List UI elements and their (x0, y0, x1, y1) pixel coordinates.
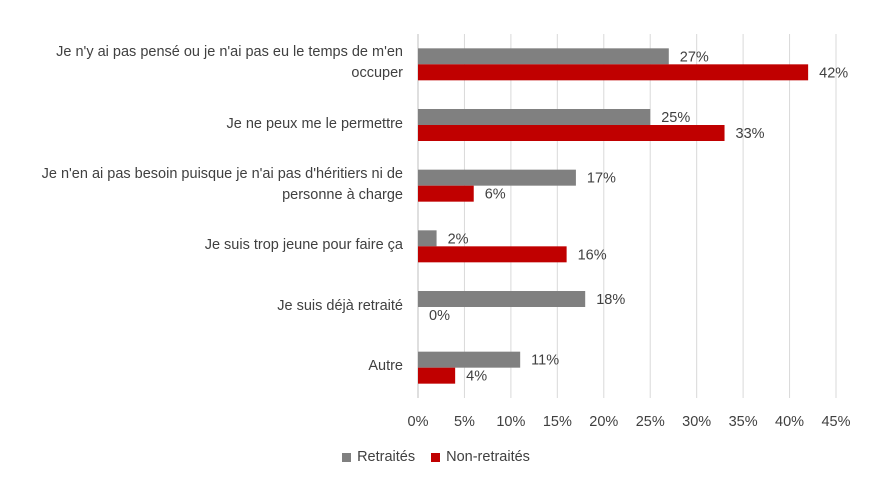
bar-retraites (418, 109, 651, 125)
bars (418, 48, 809, 384)
bar-retraites (418, 48, 669, 65)
category-label-line: Je n'en ai pas besoin puisque je n'ai pa… (41, 165, 403, 182)
x-tick-label: 20% (589, 414, 618, 430)
x-axis-ticks: 0% 5% 10% 15% 20% 25% 30% 35% 40% 45% (408, 414, 851, 430)
x-tick-label: 35% (729, 414, 758, 430)
value-label: 27% (680, 49, 709, 65)
category-label-line: Je suis déjà retraité (277, 297, 403, 314)
legend-item-non-retraites: Non-retraités (431, 449, 530, 465)
bar-retraites (418, 169, 576, 186)
legend-swatch-non-retraites (431, 452, 441, 462)
category-label: Je suis déjà retraité (8, 296, 403, 317)
bar-non-retraites (418, 125, 725, 141)
bar-non-retraites (418, 367, 456, 384)
category-label: Je ne peux me le permettre (8, 114, 403, 135)
bar-retraites (418, 291, 586, 307)
value-label: 0% (429, 308, 450, 324)
legend-label-non-retraites: Non-retraités (446, 449, 530, 465)
x-tick-label: 25% (636, 414, 665, 430)
x-tick-label: 10% (496, 414, 525, 430)
value-labels: 27% 42% 25% 33% 17% 6% 2% 16% 18% 0% 11% 4% (429, 49, 848, 384)
value-label: 25% (661, 110, 690, 126)
category-label-line: Je ne peux me le permettre (226, 115, 403, 132)
gridlines (417, 34, 837, 398)
category-label-line: Je n'y ai pas pensé ou je n'ai pas eu le… (56, 44, 403, 61)
category-label: Je suis trop jeune pour faire ça (8, 235, 403, 256)
value-label: 6% (485, 187, 506, 203)
x-tick-label: 30% (682, 414, 711, 430)
bar-non-retraites (418, 64, 809, 81)
x-tick-label: 45% (821, 414, 850, 430)
bar-retraites (418, 230, 437, 247)
x-tick-label: 0% (408, 414, 429, 430)
value-label: 17% (587, 171, 616, 187)
value-label: 33% (736, 126, 765, 142)
bar-non-retraites (418, 185, 474, 202)
legend-label-retraites: Retraités (357, 449, 416, 465)
value-label: 4% (466, 369, 487, 385)
bar-non-retraites (418, 246, 567, 263)
value-label: 18% (596, 292, 625, 308)
category-label: Je n'en ai pas besoin puisque je n'ai pa… (8, 164, 403, 206)
value-label: 11% (531, 353, 559, 369)
category-label-line: personne à charge (282, 186, 403, 203)
x-tick-label: 15% (543, 414, 572, 430)
legend: Retraités Non-retraités (0, 449, 872, 466)
value-label: 42% (819, 65, 848, 81)
legend-swatch-retraites (342, 452, 352, 462)
category-label: Je n'y ai pas pensé ou je n'ai pas eu le… (8, 42, 403, 84)
legend-item-retraites: Retraités (342, 449, 415, 465)
category-label-line: occuper (351, 65, 403, 82)
bar-retraites (418, 351, 521, 368)
value-label: 2% (448, 231, 469, 247)
category-label-line: Autre (368, 358, 403, 375)
category-label: Autre (8, 356, 403, 377)
x-tick-label: 5% (454, 414, 475, 430)
value-label: 16% (578, 247, 607, 263)
category-label-line: Je suis trop jeune pour faire ça (204, 236, 403, 253)
x-tick-label: 40% (775, 414, 804, 430)
